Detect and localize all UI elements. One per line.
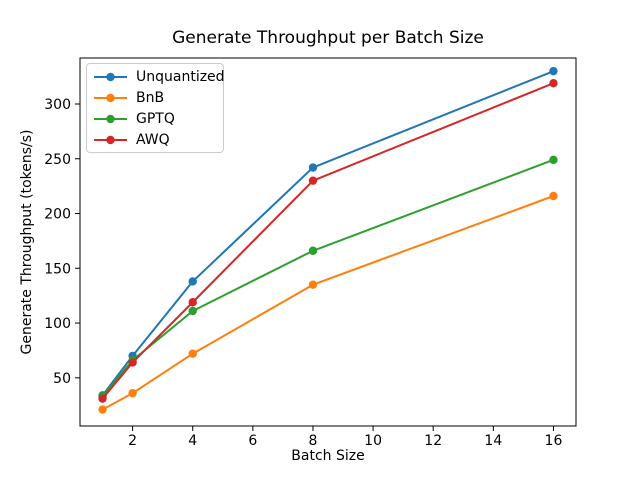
chart-legend: Unquantized BnB GPTQ AWQ (86, 63, 225, 153)
data-point-unquantized (549, 66, 558, 76)
data-point-awq (549, 78, 558, 88)
data-point-unquantized (188, 277, 197, 286)
data-point-awq (308, 176, 318, 185)
data-point-awq (98, 394, 107, 403)
legend-label: BnB (136, 89, 165, 106)
data-point-bnb (98, 405, 107, 414)
data-point-bnb (188, 349, 197, 358)
legend-item-gptq: GPTQ (94, 108, 217, 129)
x-tick-label: 6 (248, 433, 257, 449)
x-tick-label: 12 (424, 433, 442, 449)
y-tick-label: 200 (44, 207, 71, 223)
data-point-bnb (308, 280, 318, 289)
legend-line-marker-icon (94, 114, 127, 123)
data-point-awq (188, 298, 197, 307)
legend-line-marker-icon (94, 135, 127, 144)
y-tick-label: 300 (44, 97, 71, 113)
legend-line-marker-icon (94, 93, 127, 102)
y-tick-label: 50 (53, 371, 71, 387)
data-point-gptq (188, 306, 197, 316)
legend-line-marker-icon (94, 72, 127, 81)
data-point-unquantized (308, 163, 318, 172)
data-point-gptq (549, 155, 558, 165)
legend-item-awq: AWQ (94, 129, 217, 150)
y-tick-label: 250 (44, 152, 71, 168)
legend-item-bnb: BnB (94, 87, 217, 108)
x-tick-label: 10 (364, 433, 382, 449)
x-tick-label: 14 (484, 433, 502, 449)
data-point-gptq (308, 246, 318, 255)
data-point-bnb (128, 388, 137, 398)
data-point-awq (128, 358, 137, 367)
plot-border (79, 57, 577, 427)
x-tick-label: 16 (545, 433, 563, 449)
x-tick-label: 2 (128, 433, 137, 449)
x-tick-label: 4 (188, 433, 197, 449)
legend-label: GPTQ (136, 110, 175, 127)
x-axis-label: Batch Size (291, 448, 365, 464)
legend-label: Unquantized (136, 68, 225, 85)
chart-title: Generate Throughput per Batch Size (172, 28, 484, 48)
y-tick-label: 150 (44, 261, 71, 277)
y-axis-label: Generate Throughput (tokens/s) (19, 129, 35, 355)
x-tick-label: 8 (309, 433, 318, 449)
legend-label: AWQ (136, 131, 170, 148)
y-tick-label: 100 (44, 316, 71, 332)
data-point-bnb (549, 191, 558, 201)
legend-item-unquantized: Unquantized (94, 66, 225, 87)
